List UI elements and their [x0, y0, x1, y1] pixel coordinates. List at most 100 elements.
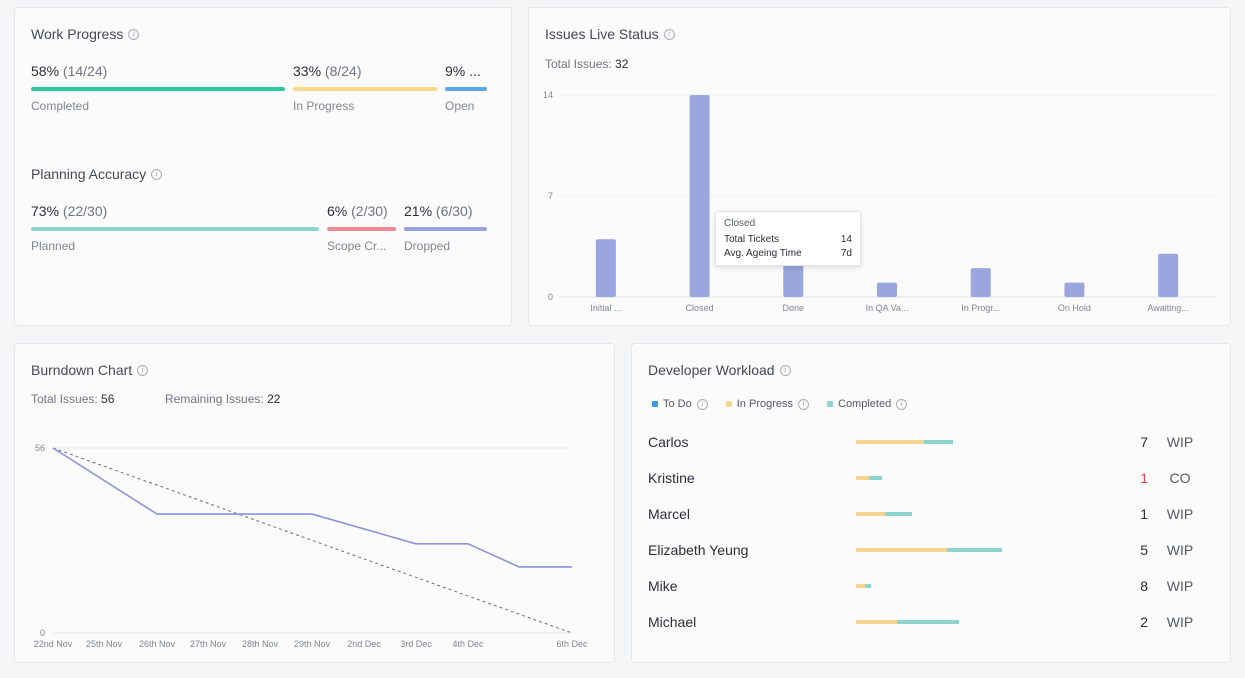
x-tick-label: Closed: [686, 303, 714, 313]
y-tick-label: 0: [548, 292, 553, 302]
developer-row[interactable]: Mike 8 WIP: [648, 576, 1208, 596]
legend-todo[interactable]: To Do i: [652, 398, 708, 410]
workload-legend: To Do i In Progress i Completed i: [652, 398, 908, 410]
accuracy-value: 21%: [404, 203, 433, 219]
x-tick-label: In Progr...: [961, 303, 1000, 313]
info-icon[interactable]: i: [137, 364, 149, 376]
x-tick-label: 4th Dec: [452, 639, 484, 649]
legend-in-progress[interactable]: In Progress i: [725, 398, 809, 410]
issues-bar-chart: 0 7 14 Initial ... Closed Done In QA Va... In P…: [543, 90, 1215, 313]
work-progress-title: Work Progress i: [31, 26, 140, 42]
info-icon[interactable]: i: [128, 28, 140, 40]
x-tick-label: 25th Nov: [86, 639, 123, 649]
developer-count: 8: [1140, 578, 1148, 594]
in-progress-segment: [856, 620, 897, 624]
bar: [877, 282, 897, 297]
x-tick-label: 29th Nov: [294, 639, 331, 649]
accuracy-bar: [31, 227, 319, 231]
accuracy-value: 6%: [327, 203, 348, 219]
x-tick-label: On Hold: [1058, 303, 1091, 313]
developer-row[interactable]: Elizabeth Yeung 5 WIP: [648, 540, 1208, 560]
accuracy-count: (6/30): [435, 203, 473, 219]
developer-status: WIP: [1166, 542, 1194, 558]
burndown-remaining: Remaining Issues: 22: [165, 392, 281, 406]
accuracy-planned: 73% (22/30) Planned: [31, 203, 319, 253]
accuracy-bar: [404, 227, 487, 231]
developer-count: 1: [1140, 506, 1148, 522]
developer-count: 7: [1140, 434, 1148, 450]
progress-label: Completed: [31, 99, 90, 113]
actual-line: [52, 447, 572, 568]
work-progress-card: Work Progress i 58% (14/24) Completed 33…: [14, 7, 512, 326]
tooltip-title: Closed: [724, 218, 756, 229]
x-tick-label: 26th Nov: [139, 639, 176, 649]
y-tick-label: 7: [548, 191, 553, 201]
workload-bar: [856, 548, 1002, 552]
progress-in-progress: 33% (8/24) In Progress: [293, 63, 437, 113]
info-icon[interactable]: i: [151, 168, 163, 180]
workload-bar: [856, 620, 959, 624]
completed-segment: [897, 620, 959, 624]
bar: [595, 239, 616, 297]
burndown-title: Burndown Chart i: [31, 362, 149, 378]
x-tick-label: 2nd Dec: [347, 639, 381, 649]
progress-label: Open: [445, 99, 475, 113]
info-icon[interactable]: i: [779, 364, 791, 376]
in-progress-segment: [856, 512, 885, 516]
completed-segment: [885, 512, 912, 516]
info-icon[interactable]: i: [663, 28, 675, 40]
issues-status-title: Issues Live Status i: [545, 26, 675, 42]
y-tick-label: 56: [35, 443, 45, 453]
x-tick-label: 27th Nov: [190, 639, 227, 649]
bar: [689, 95, 710, 297]
developer-status: WIP: [1166, 578, 1194, 594]
bar: [1158, 253, 1179, 297]
bar: [1064, 282, 1085, 297]
info-icon[interactable]: i: [696, 398, 708, 410]
x-tick-label: 6th Dec: [556, 639, 588, 649]
ideal-line: [52, 447, 573, 634]
issues-status-card: Issues Live Status i Total Issues: 32 0 7…: [528, 7, 1231, 326]
developer-row[interactable]: Michael 2 WIP: [648, 612, 1208, 632]
x-tick-label: 3rd Dec: [400, 639, 432, 649]
workload-bar: [856, 476, 882, 480]
accuracy-scope-creep: 6% (2/30) Scope Cr...: [327, 203, 396, 253]
progress-value: 33%: [293, 63, 322, 79]
accuracy-label: Dropped: [404, 239, 451, 253]
tooltip-row: Total Tickets 14: [724, 234, 852, 245]
tooltip-row: Avg. Ageing Time 7d: [724, 248, 852, 259]
progress-open: 9% ... Open: [445, 63, 487, 113]
workload-bar: [856, 440, 953, 444]
info-icon[interactable]: i: [896, 398, 908, 410]
developer-status: CO: [1169, 470, 1191, 486]
legend-completed[interactable]: Completed i: [827, 398, 908, 410]
bar: [970, 268, 991, 297]
progress-count: (8/24): [324, 63, 362, 79]
developer-name: Marcel: [648, 506, 691, 522]
developer-row[interactable]: Carlos 7 WIP: [648, 432, 1208, 452]
y-tick-label: 14: [543, 90, 553, 100]
developer-name: Carlos: [648, 434, 689, 450]
info-icon[interactable]: i: [798, 398, 809, 410]
developer-status: WIP: [1166, 614, 1194, 630]
progress-completed: 58% (14/24) Completed: [31, 63, 285, 113]
accuracy-label: Planned: [31, 239, 76, 253]
accuracy-value: 73%: [31, 203, 60, 219]
developer-workload-title: Developer Workload i: [648, 362, 791, 378]
x-tick-label: 22nd Nov: [34, 639, 73, 649]
accuracy-label: Scope Cr...: [327, 239, 387, 253]
accuracy-bar: [327, 227, 396, 231]
developer-count: 2: [1140, 614, 1148, 630]
developer-row[interactable]: Kristine 1 CO: [648, 468, 1208, 488]
completed-segment: [865, 584, 871, 588]
completed-segment: [924, 440, 953, 444]
completed-segment: [947, 548, 1002, 552]
in-progress-segment: [856, 584, 865, 588]
completed-segment: [869, 476, 882, 480]
x-tick-label: Initial ...: [590, 303, 621, 313]
progress-value: 58%: [31, 63, 60, 79]
planning-accuracy-title: Planning Accuracy i: [31, 166, 163, 182]
progress-bar: [293, 87, 437, 91]
developer-row[interactable]: Marcel 1 WIP: [648, 504, 1208, 524]
